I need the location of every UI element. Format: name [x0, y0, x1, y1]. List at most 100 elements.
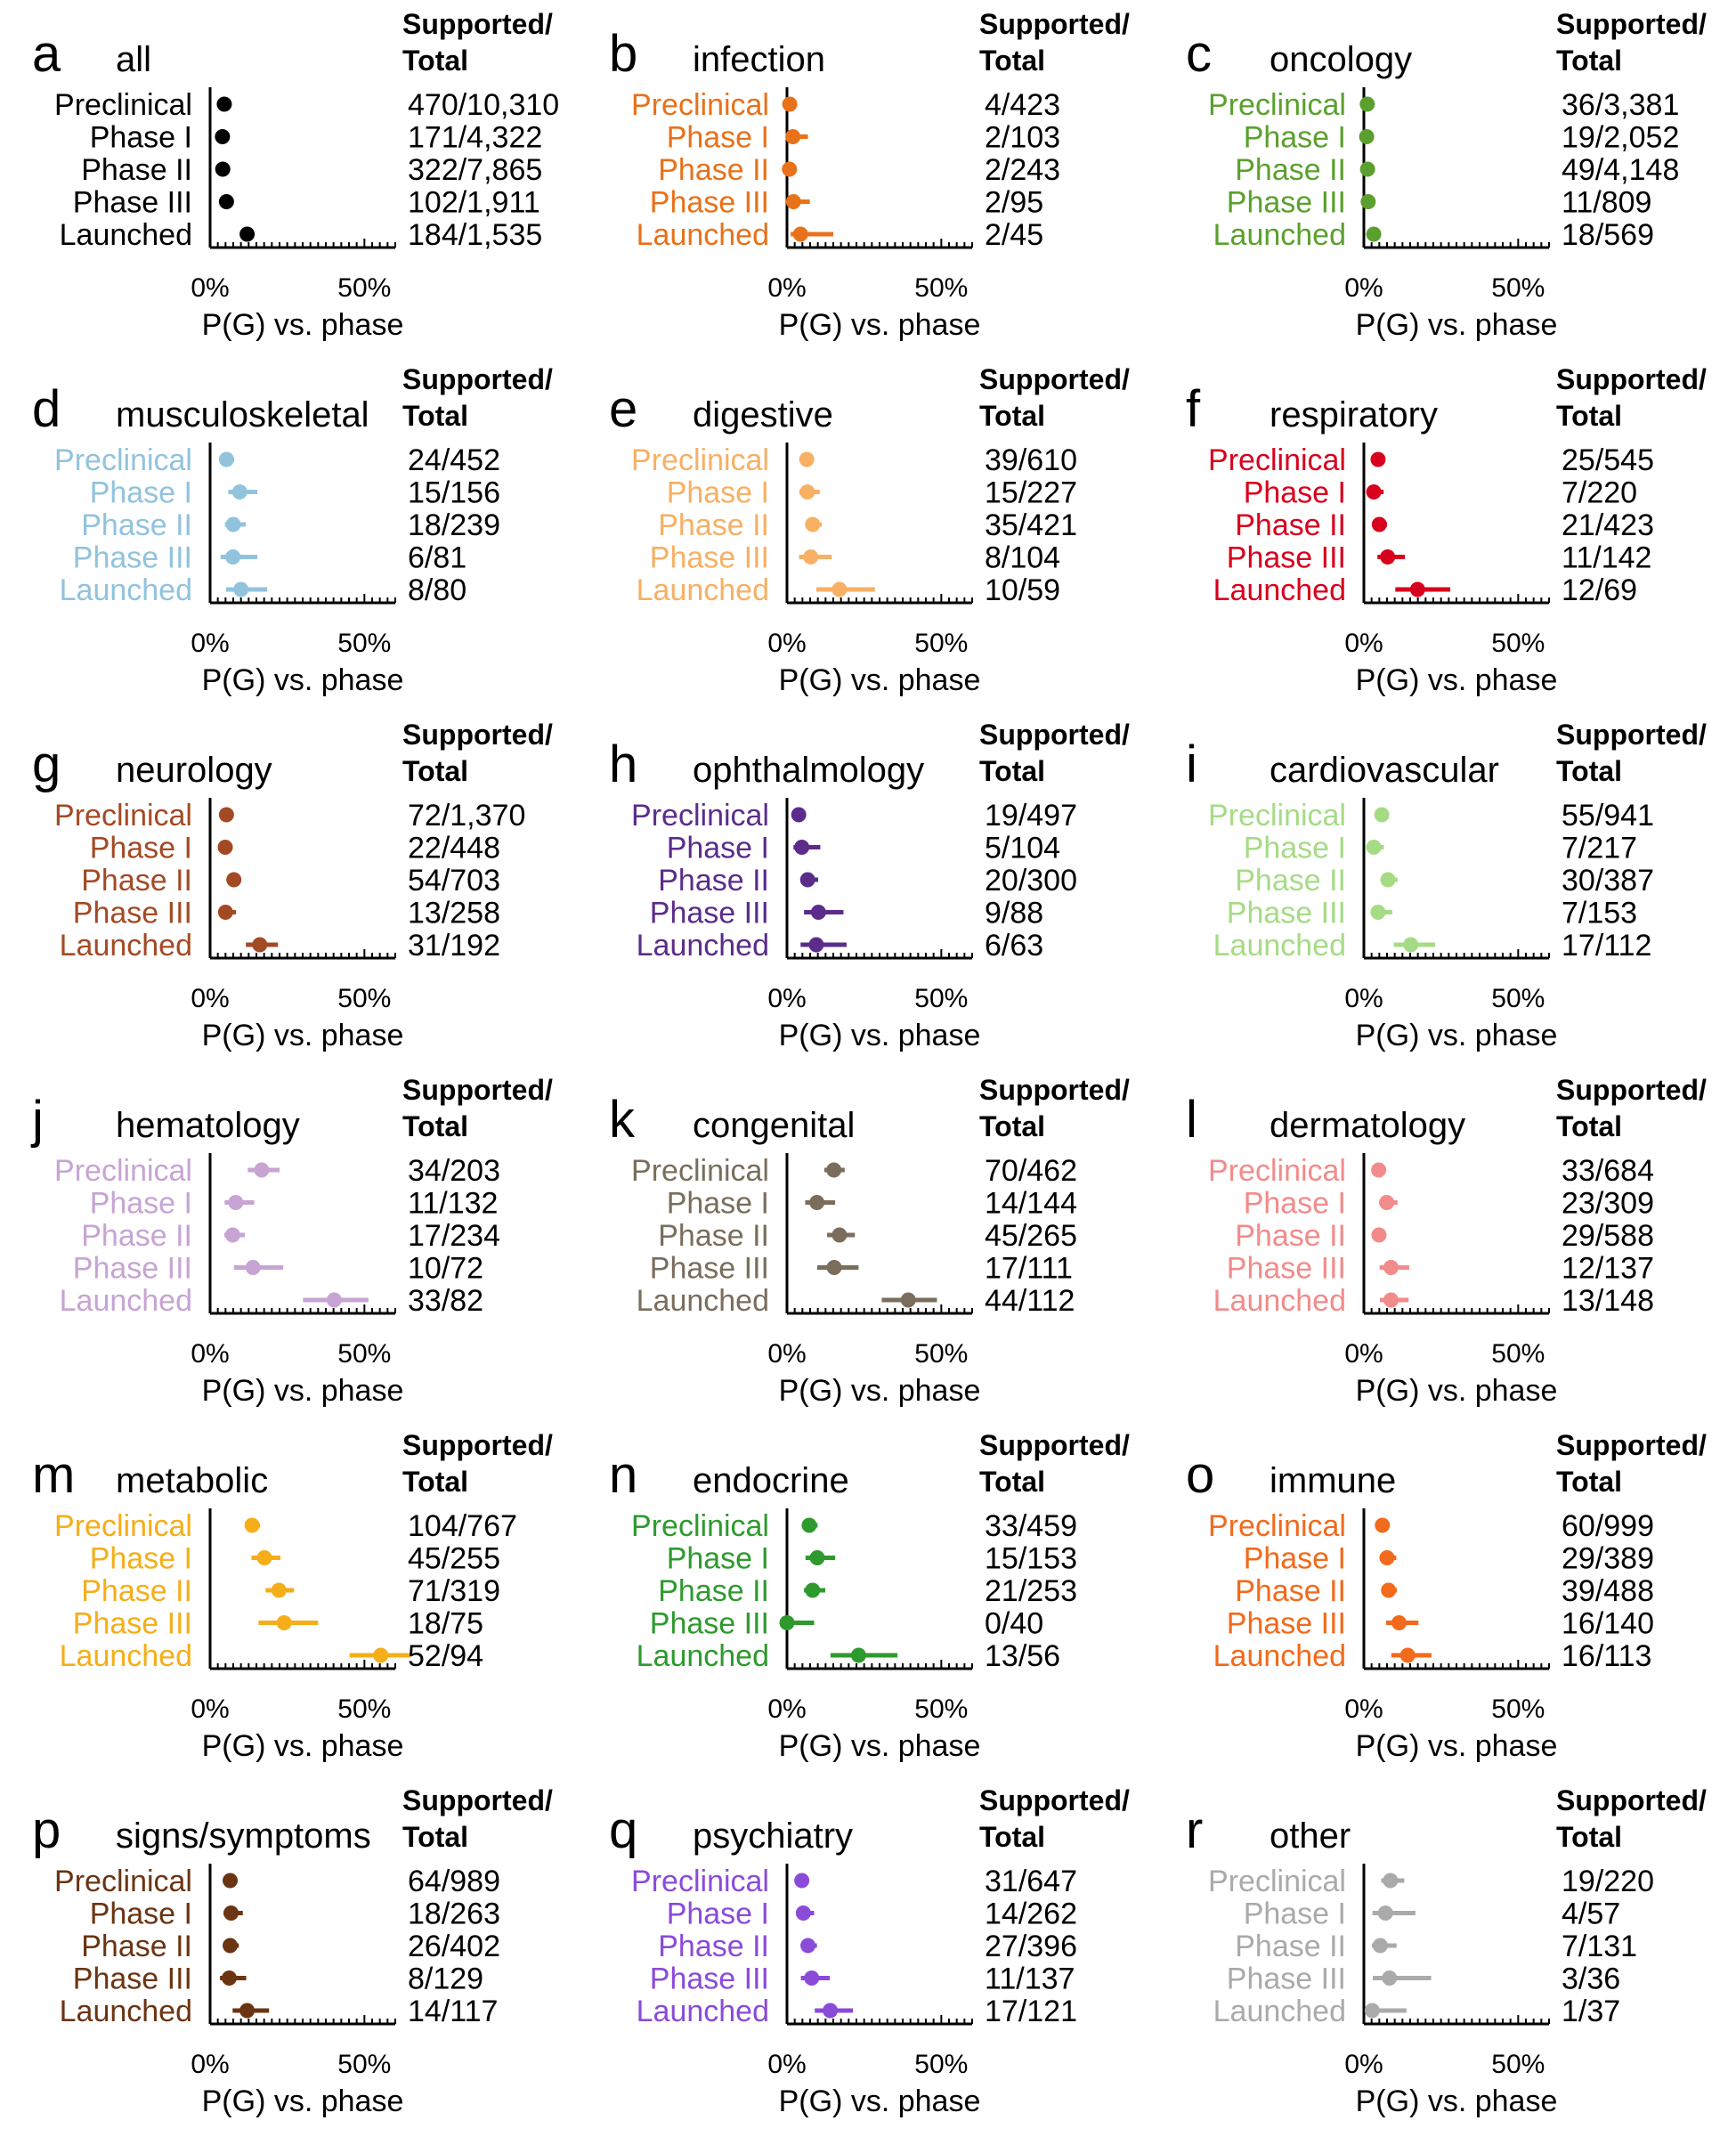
counts-header-line1: Supported/ [979, 1429, 1130, 1461]
phase-label: Phase III [650, 186, 769, 220]
panel-c: c oncology Supported/Total 0% 50% P(G) vs. ph… [1186, 8, 1707, 342]
panel-letter: m [32, 1446, 75, 1504]
estimate-point [1409, 581, 1425, 597]
panel-f: f respiratory Supported/Total 0% 50% P(G) vs.… [1186, 363, 1707, 697]
counts-header-line2: Total [402, 1110, 468, 1142]
supported-total-value: 15/153 [985, 1542, 1077, 1576]
phase-label: Phase II [81, 1930, 192, 1963]
phase-label: Launched [637, 573, 769, 607]
estimate-point [850, 1647, 866, 1663]
supported-total-value: 55/941 [1562, 799, 1654, 833]
x-tick-label: 0% [767, 1339, 806, 1369]
estimate-point [221, 1970, 237, 1986]
counts-header-line2: Total [1556, 400, 1622, 432]
x-axis-label: P(G) vs. phase [779, 663, 981, 697]
phase-label: Phase II [81, 153, 192, 187]
estimate-point [239, 226, 256, 242]
estimate-point [1371, 1227, 1387, 1243]
phase-label: Phase I [90, 476, 192, 510]
supported-total-value: 4/57 [1562, 1897, 1620, 1931]
x-axis-label: P(G) vs. phase [202, 663, 404, 697]
supported-total-value: 23/309 [1562, 1187, 1654, 1221]
supported-total-value: 8/80 [408, 573, 466, 607]
supported-total-value: 35/421 [985, 508, 1077, 542]
supported-total-value: 54/703 [408, 864, 500, 898]
panel-title: musculoskeletal [116, 395, 369, 435]
phase-label: Preclinical [631, 1865, 769, 1898]
estimate-point [228, 1195, 244, 1210]
phase-label: Phase I [90, 1187, 192, 1221]
panel-letter: e [609, 380, 637, 438]
estimate-point [1371, 516, 1387, 532]
x-tick-label: 0% [191, 1339, 229, 1369]
estimate-point [1377, 1905, 1393, 1921]
phase-label: Preclinical [1208, 88, 1346, 122]
supported-total-value: 33/459 [985, 1509, 1077, 1543]
x-tick-label: 0% [1344, 273, 1383, 303]
phase-label: Preclinical [631, 1509, 769, 1543]
phase-label: Phase III [1227, 897, 1346, 930]
phase-label: Launched [60, 573, 192, 607]
panel-title: hematology [116, 1106, 300, 1145]
phase-label: Launched [637, 1639, 769, 1673]
estimate-point [779, 1615, 795, 1630]
panel-n: n endocrine Supported/Total 0% 50% P(G) vs. p… [609, 1429, 1130, 1763]
estimate-point [900, 1292, 916, 1308]
panel-letter: c [1186, 25, 1212, 83]
phase-label: Launched [1213, 1639, 1346, 1673]
estimate-point [1359, 96, 1375, 112]
estimate-point [785, 194, 801, 209]
phase-label: Launched [60, 929, 192, 963]
panel-title: cardiovascular [1270, 751, 1499, 790]
phase-label: Phase III [650, 1607, 769, 1641]
counts-header-line2: Total [1556, 755, 1622, 787]
supported-total-value: 64/989 [408, 1865, 500, 1898]
panel-title: congenital [693, 1106, 855, 1145]
phase-label: Launched [637, 929, 769, 963]
panel-letter: r [1186, 1801, 1203, 1859]
supported-total-value: 31/192 [408, 929, 500, 963]
x-axis-label: P(G) vs. phase [779, 1019, 981, 1052]
counts-header-line2: Total [979, 400, 1045, 432]
phase-label: Preclinical [1208, 1865, 1346, 1898]
panel-q: q psychiatry Supported/Total 0% 50% P(G) vs. … [609, 1784, 1130, 2118]
supported-total-value: 18/239 [408, 508, 500, 542]
estimate-point [809, 1195, 825, 1210]
supported-total-value: 104/767 [408, 1509, 517, 1543]
supported-total-value: 470/10,310 [408, 88, 559, 122]
phase-label: Phase I [667, 1542, 769, 1576]
supported-total-value: 33/684 [1562, 1154, 1654, 1188]
supported-total-value: 19/220 [1562, 1865, 1654, 1898]
estimate-point [254, 1162, 270, 1178]
supported-total-value: 7/217 [1562, 832, 1637, 865]
counts-header-line1: Supported/ [979, 719, 1130, 751]
estimate-point [826, 1162, 842, 1178]
estimate-point [795, 1905, 811, 1921]
phase-label: Phase I [667, 1187, 769, 1221]
x-tick-label: 0% [191, 2050, 229, 2079]
x-tick-label: 50% [337, 984, 391, 1013]
estimate-point [800, 1938, 816, 1954]
supported-total-value: 4/423 [985, 88, 1060, 122]
phase-label: Launched [60, 1639, 192, 1673]
estimate-point [794, 840, 810, 855]
phase-label: Phase I [667, 832, 769, 865]
phase-label: Preclinical [631, 799, 769, 833]
estimate-point [782, 161, 798, 177]
x-axis-label: P(G) vs. phase [202, 2084, 404, 2118]
supported-total-value: 14/144 [985, 1187, 1077, 1221]
estimate-point [373, 1647, 389, 1663]
panel-title: immune [1270, 1461, 1396, 1500]
supported-total-value: 9/88 [985, 897, 1043, 930]
x-tick-label: 50% [337, 273, 391, 303]
phase-label: Phase I [1244, 1187, 1346, 1221]
phase-label: Phase III [1227, 1962, 1346, 1996]
x-tick-label: 0% [191, 273, 229, 303]
phase-label: Phase II [658, 1574, 769, 1608]
supported-total-value: 21/253 [985, 1574, 1077, 1608]
estimate-point [808, 937, 824, 953]
phase-label: Launched [60, 1995, 192, 2028]
x-tick-label: 50% [914, 273, 968, 303]
x-axis-label: P(G) vs. phase [202, 1729, 404, 1763]
counts-header-line2: Total [979, 45, 1045, 77]
